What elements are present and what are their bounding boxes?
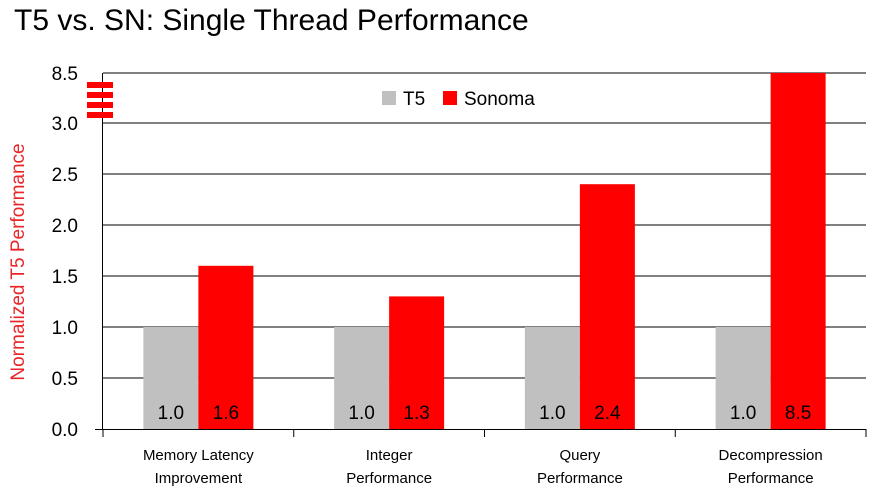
bar-t5-2 [334,327,390,429]
data-label-sonoma-1: 1.6 [213,403,239,424]
y-tick-label: 2.0 [52,216,78,237]
data-label-sonoma-2: 1.3 [403,403,429,424]
bar-t5-3 [524,327,580,429]
data-labels: 1.0 1.0 1.0 1.0 1.6 1.3 2.4 8.5 [158,403,812,424]
y-tick-label: 8.5 [52,64,78,85]
bar-sonoma-4 [770,73,826,429]
legend-label-sonoma: Sonoma [464,89,535,110]
x-category-label: Integer Performance [346,447,432,487]
legend-swatch-sonoma [443,91,457,105]
y-tick-label: 2.5 [52,165,78,186]
x-category-label: Decompression Performance [719,447,823,487]
y-tick-label: 1.0 [52,318,78,339]
axis-break-marker [87,82,113,118]
data-label-t5-3: 1.0 [539,403,565,424]
legend-swatch-t5 [382,91,396,105]
legend: T5 Sonoma [382,89,535,110]
bar-sonoma-3 [579,184,635,429]
bars [143,73,826,429]
x-category-label: Query Performance [537,447,623,487]
axes: 0.0 0.5 1.0 1.5 2.0 2.5 3.0 8.5 Memory Latency Im… [8,64,867,487]
x-category-label: Memory Latency Improvement [143,447,254,487]
data-label-t5-1: 1.0 [158,403,184,424]
bar-sonoma-1 [198,265,254,429]
y-tick-label: 0.0 [52,420,78,441]
y-tick-label: 1.5 [52,267,78,288]
page-title: T5 vs. SN: Single Thread Performance [14,4,529,37]
legend-label-t5: T5 [403,89,425,110]
y-axis-title: Normalized T5 Performance [8,143,29,380]
bar-t5-4 [715,327,771,429]
y-tick-label: 3.0 [52,114,78,135]
bar-sonoma-2 [389,296,445,429]
y-tick-label: 0.5 [52,369,78,390]
data-label-t5-4: 1.0 [730,403,756,424]
data-label-sonoma-3: 2.4 [594,403,621,424]
data-label-sonoma-4: 8.5 [785,403,811,424]
bar-t5-1 [143,327,199,429]
data-label-t5-2: 1.0 [348,403,374,424]
